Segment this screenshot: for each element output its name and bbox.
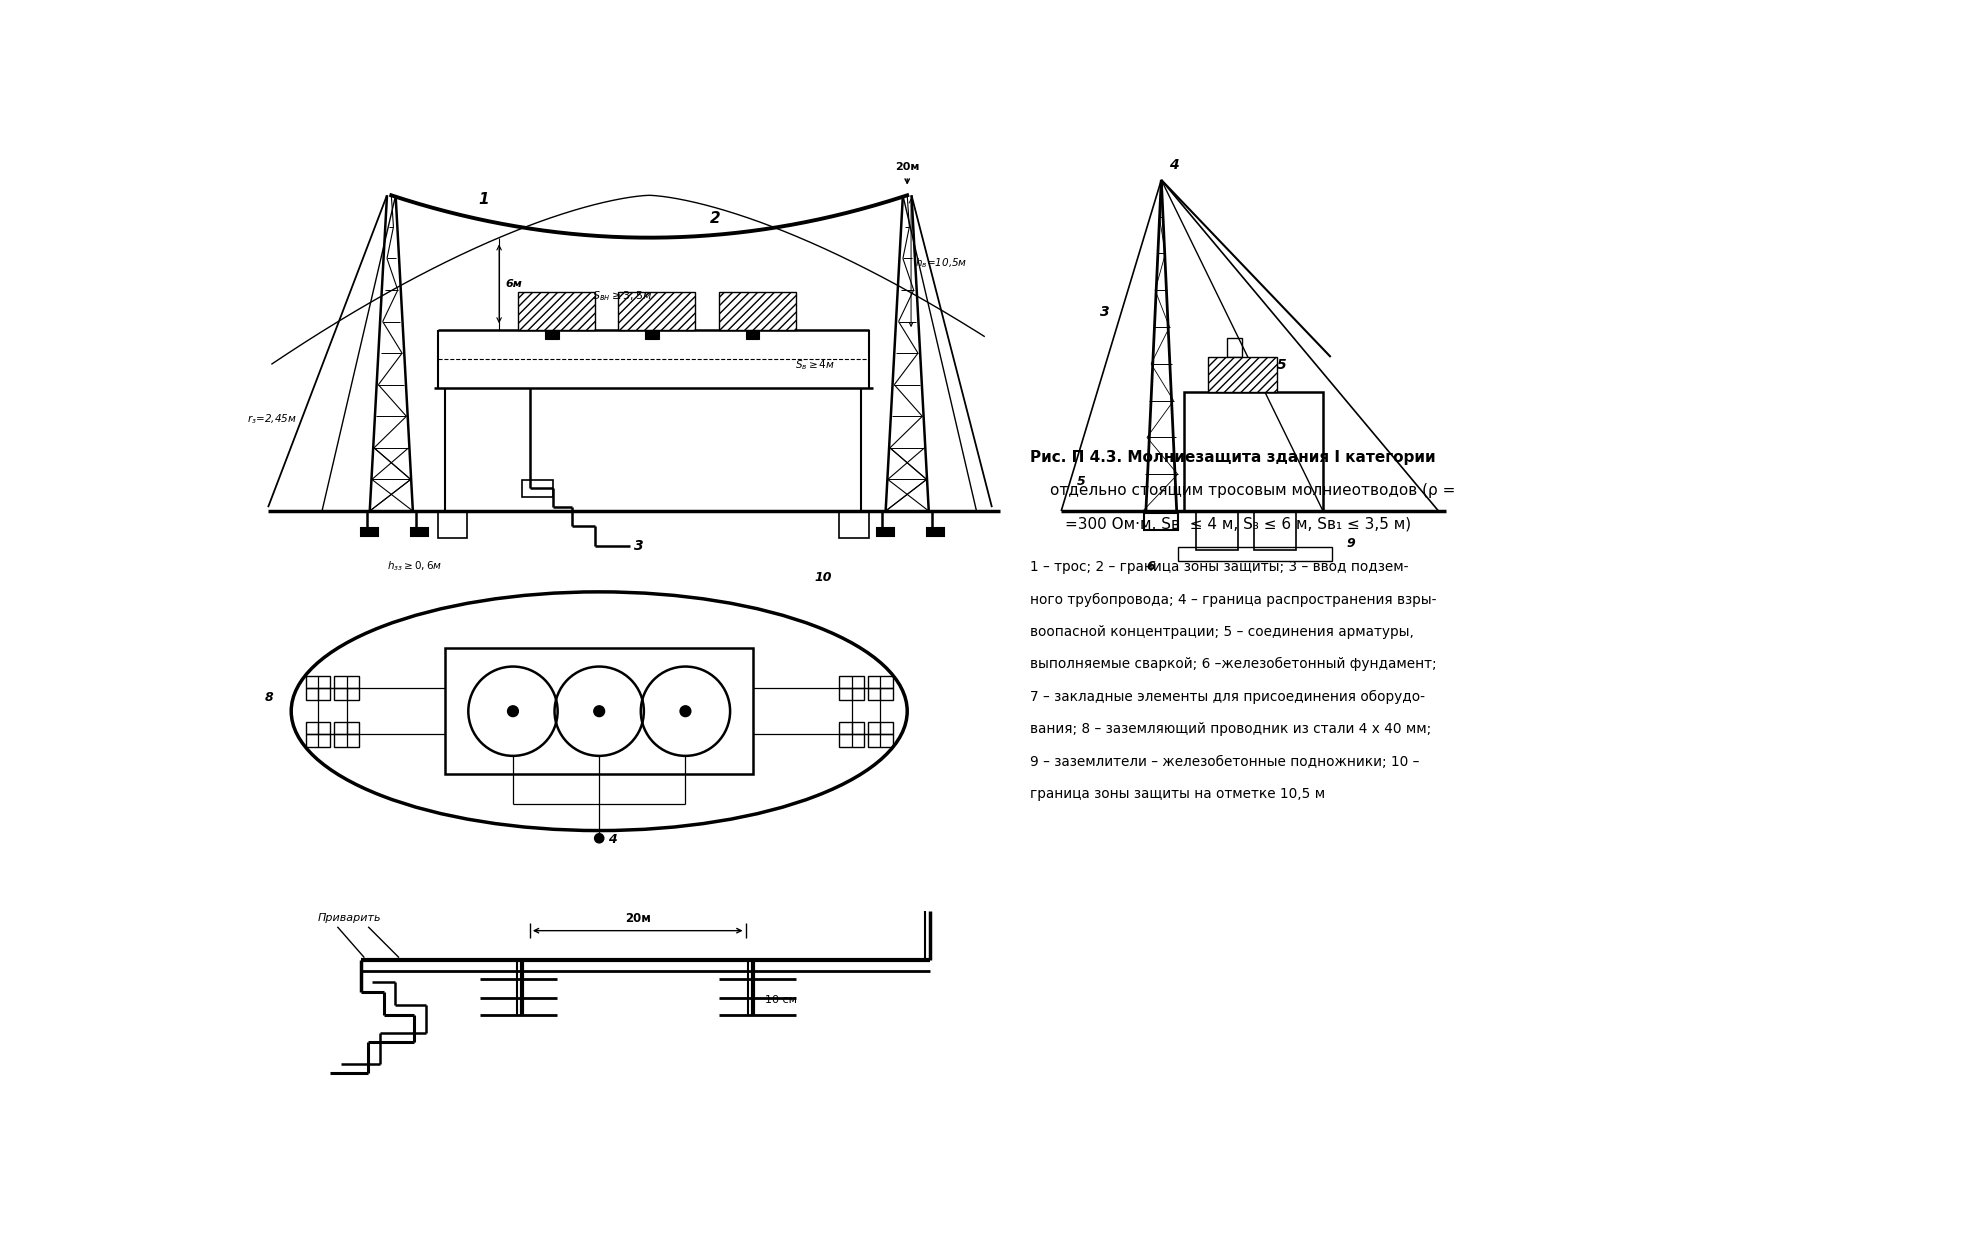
Text: Рис. П 4.3. Молниезащита здания I категории: Рис. П 4.3. Молниезащита здания I катего… — [1031, 450, 1437, 465]
Text: 8: 8 — [264, 691, 274, 703]
Bar — [545, 330, 559, 340]
Text: воопасной концентрации; 5 – соединения арматуры,: воопасной концентрации; 5 – соединения а… — [1031, 624, 1415, 639]
Bar — [446, 648, 753, 774]
Bar — [410, 528, 428, 536]
Bar — [521, 480, 553, 497]
Circle shape — [595, 706, 605, 717]
Bar — [719, 291, 795, 330]
Bar — [438, 511, 468, 538]
Bar — [1144, 513, 1177, 531]
Bar — [618, 291, 696, 330]
Text: 4: 4 — [1169, 159, 1179, 172]
Text: 9 – заземлители – железобетонные подножники; 10 –: 9 – заземлители – железобетонные подножн… — [1031, 754, 1419, 769]
Text: $S_в\geq4$м: $S_в\geq4$м — [795, 358, 834, 372]
Circle shape — [507, 706, 519, 717]
Text: 20м: 20м — [624, 912, 650, 926]
Bar — [361, 528, 379, 536]
Text: $S_{вн}\geq3,5$м: $S_{вн}\geq3,5$м — [593, 290, 652, 304]
Bar — [1185, 392, 1324, 511]
Text: $h_в$=10,5м: $h_в$=10,5м — [916, 256, 967, 270]
Text: 5: 5 — [1276, 358, 1286, 372]
Bar — [928, 528, 943, 536]
Circle shape — [680, 706, 692, 717]
Bar — [745, 330, 759, 340]
Bar — [646, 330, 660, 340]
Bar — [519, 291, 595, 330]
Text: 3: 3 — [634, 540, 644, 553]
Text: ного трубопровода; 4 – граница распространения взры-: ного трубопровода; 4 – граница распростр… — [1031, 592, 1437, 607]
Bar — [868, 722, 892, 747]
Bar — [1207, 357, 1276, 392]
Text: $h_{зз}\geq0,6$м: $h_{зз}\geq0,6$м — [386, 558, 442, 572]
Bar — [868, 676, 892, 701]
Text: 20м: 20м — [896, 162, 920, 172]
Text: 6: 6 — [1146, 560, 1156, 572]
Bar — [335, 676, 359, 701]
Bar — [840, 511, 868, 538]
Text: 1 – трос; 2 – граница зоны защиты; 3 – ввод подзем-: 1 – трос; 2 – граница зоны защиты; 3 – в… — [1031, 560, 1409, 575]
Text: 3: 3 — [1100, 305, 1110, 318]
Bar — [1255, 511, 1296, 550]
Text: 10: 10 — [815, 571, 832, 585]
Text: вания; 8 – заземляющий проводник из стали 4 x 40 мм;: вания; 8 – заземляющий проводник из стал… — [1031, 722, 1431, 737]
Bar — [1195, 511, 1239, 550]
Text: 6м: 6м — [505, 279, 521, 289]
Text: 7 – закладные элементы для присоединения оборудо-: 7 – закладные элементы для присоединения… — [1031, 689, 1425, 704]
Text: 1: 1 — [478, 192, 490, 207]
Text: 4: 4 — [608, 833, 616, 846]
Text: отдельно стоящим тросовым молниеотводов (ρ =: отдельно стоящим тросовым молниеотводов … — [1050, 483, 1455, 498]
Bar — [305, 676, 331, 701]
Text: 9: 9 — [1346, 537, 1356, 550]
Bar — [840, 676, 864, 701]
Text: Приварить: Приварить — [319, 913, 383, 923]
Text: 5: 5 — [1076, 475, 1086, 488]
Bar — [305, 722, 331, 747]
Bar — [840, 722, 864, 747]
Text: 2: 2 — [710, 211, 719, 226]
Ellipse shape — [291, 592, 908, 831]
Circle shape — [595, 833, 605, 843]
Text: =300 Ом·м, Sв  ≤ 4 м, S₃ ≤ 6 м, Sв₁ ≤ 3,5 м): =300 Ом·м, Sв ≤ 4 м, S₃ ≤ 6 м, Sв₁ ≤ 3,5… — [1064, 516, 1411, 531]
Bar — [335, 722, 359, 747]
Text: $r_з$=2,45м: $r_з$=2,45м — [248, 412, 297, 426]
Bar — [876, 528, 894, 536]
Bar — [1227, 337, 1243, 357]
Text: 10 см: 10 см — [765, 995, 797, 1005]
Text: граница зоны защиты на отметке 10,5 м: граница зоны защиты на отметке 10,5 м — [1031, 787, 1326, 801]
Bar — [1177, 547, 1332, 561]
Text: выполняемые сваркой; 6 –железобетонный фундамент;: выполняемые сваркой; 6 –железобетонный ф… — [1031, 657, 1437, 672]
